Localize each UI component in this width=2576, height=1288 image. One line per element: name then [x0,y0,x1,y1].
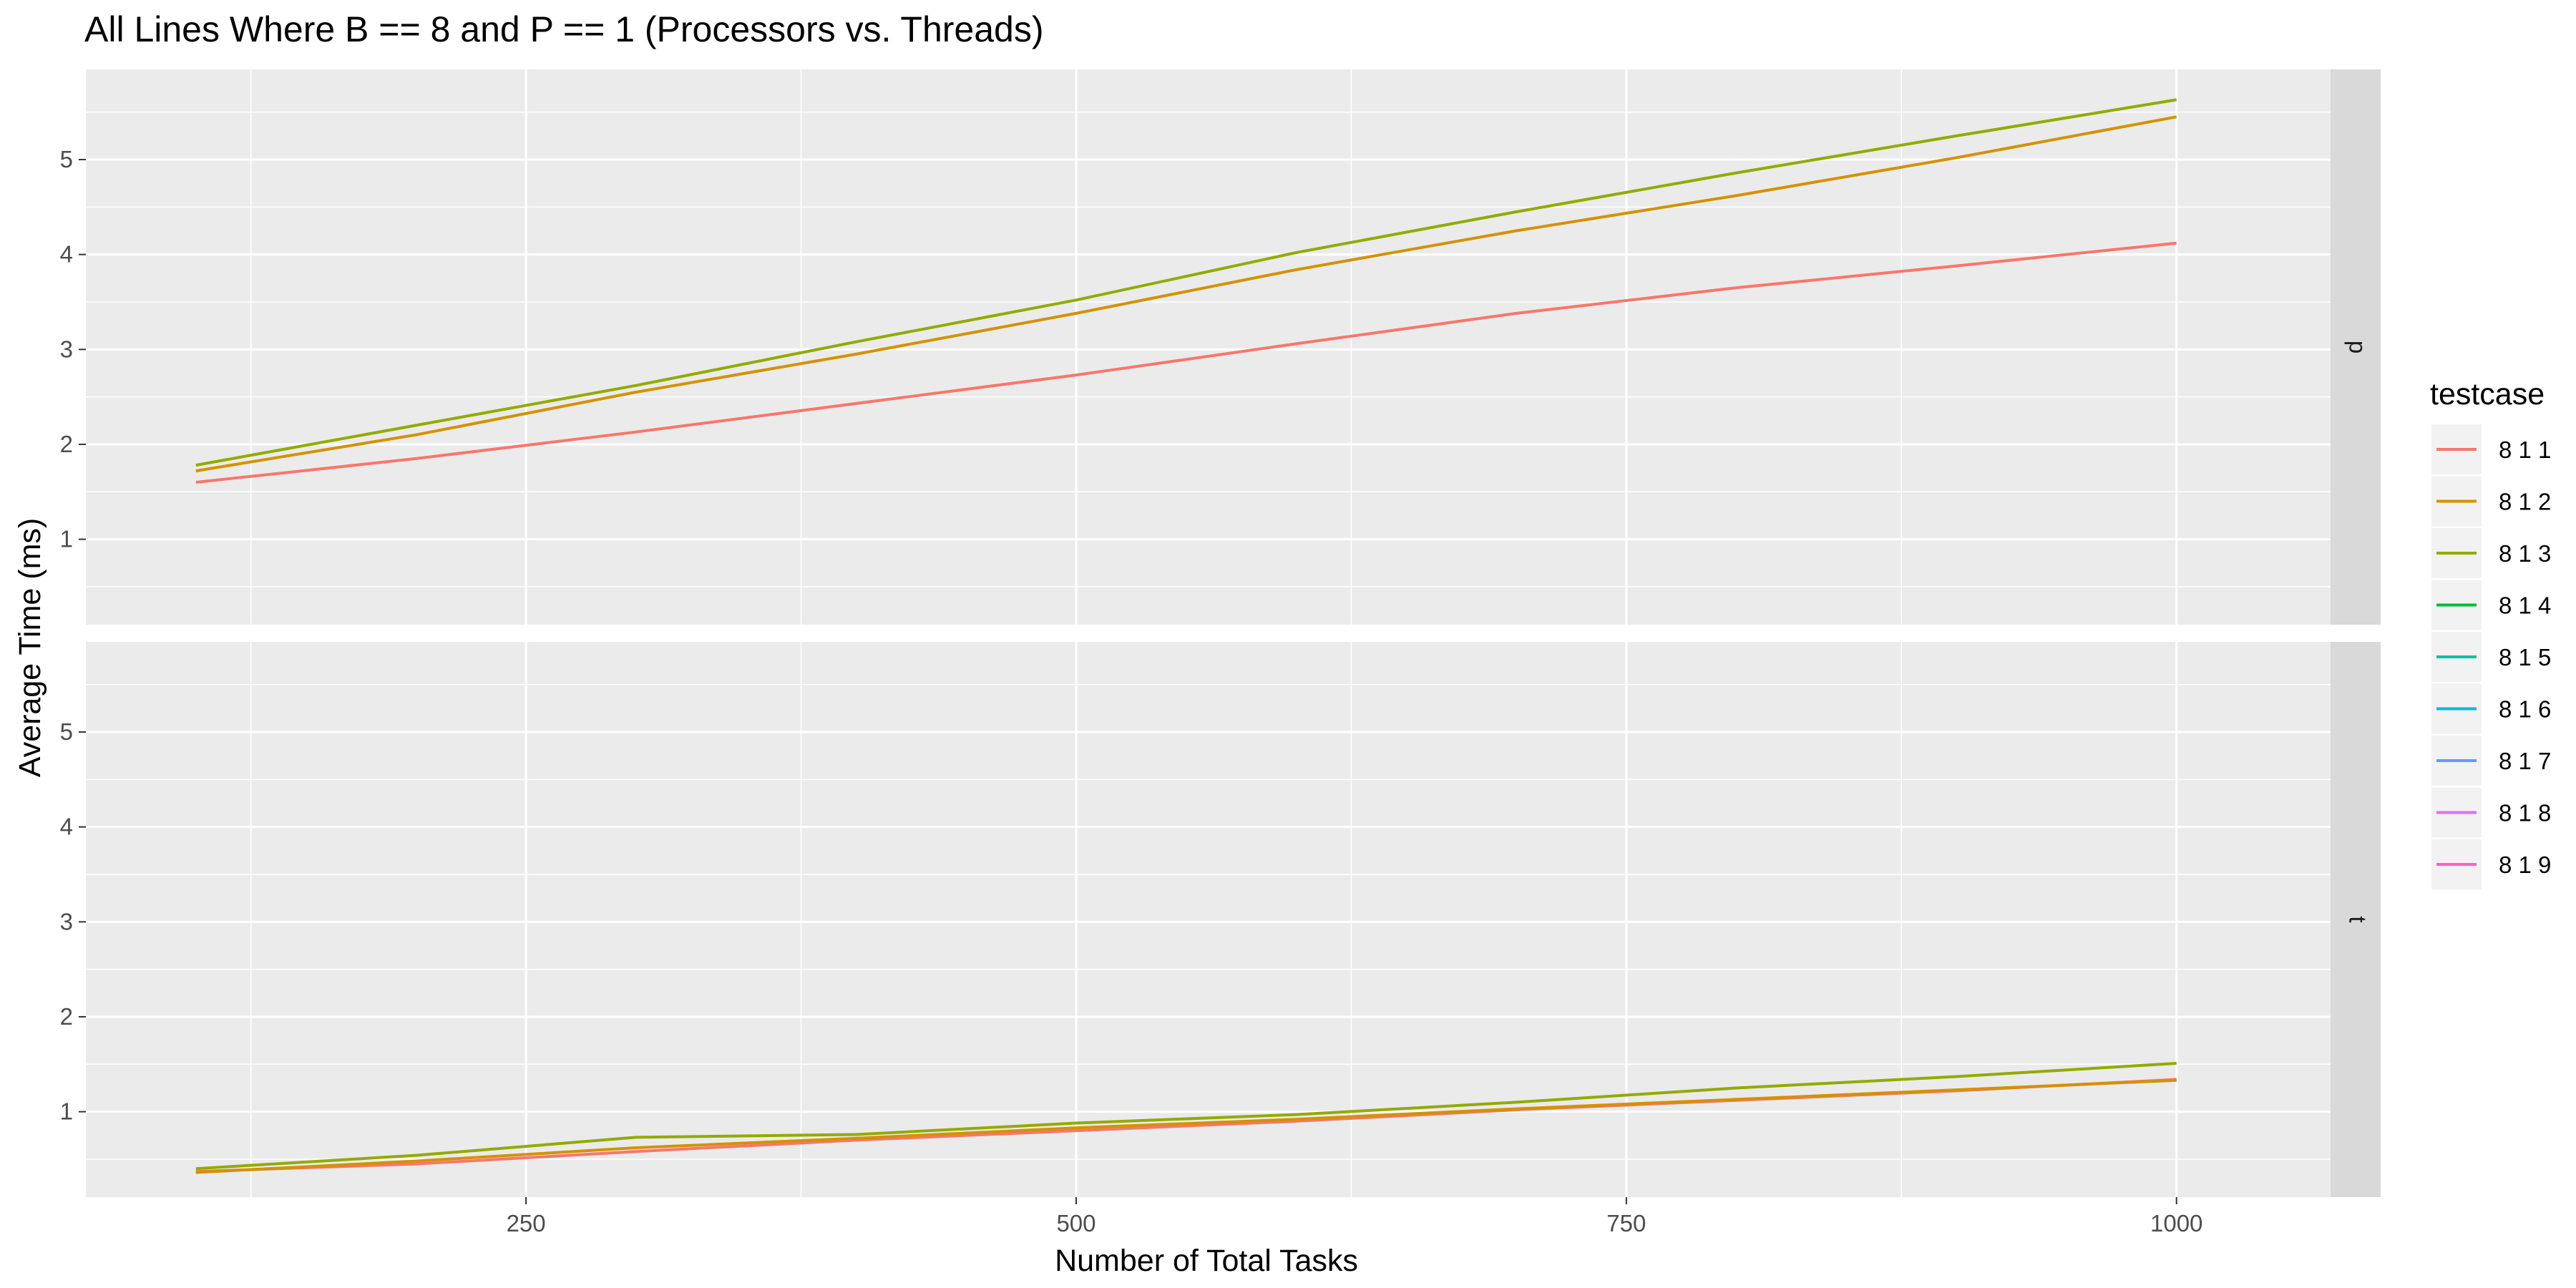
y-tick-label: 2 [60,1003,73,1030]
x-tick-label: 500 [1056,1210,1096,1236]
facet-strip-t [2331,642,2381,1197]
chart-title: All Lines Where B == 8 and P == 1 (Proce… [84,9,1043,49]
series-line-8-1-2-p [195,115,2177,473]
x-tick-label: 250 [507,1210,546,1236]
panel-background [86,642,2331,1197]
legend-label: 8 1 5 [2499,644,2551,670]
panel-background [86,69,2331,625]
legend-label: 8 1 2 [2499,489,2551,515]
y-tick-label: 3 [60,908,73,935]
legend-label: 8 1 9 [2499,852,2551,878]
y-axis-title: Average Time (ms) [13,518,47,777]
legend-item: 8 1 6 [2431,683,2551,734]
facet-strip-label: t [2344,916,2371,922]
x-axis: 250 500 750 1000 [507,1197,2202,1236]
legend-item: 8 1 2 [2431,476,2551,527]
y-tick-label: 3 [60,336,73,362]
legend-item: 8 1 9 [2431,839,2551,889]
y-tick-label: 2 [60,431,73,457]
legend-label: 8 1 8 [2499,800,2551,826]
y-tick-label: 5 [60,718,73,745]
y-tick-label: 4 [60,241,73,268]
facet-panel-t: 1 2 3 4 5 t [60,642,2381,1197]
legend-label: 8 1 4 [2499,592,2551,619]
facet-strip-label: p [2344,341,2371,353]
legend-item: 8 1 8 [2431,787,2551,838]
series-line-8-1-2-t [195,1078,2177,1174]
y-tick-label: 4 [60,814,73,840]
x-tick-label: 1000 [2150,1210,2202,1236]
legend-label: 8 1 1 [2499,436,2551,463]
panels-layer: 1 2 3 4 5 p 1 2 3 4 5 t [60,69,2381,1197]
series-line-8-1-3-p [195,98,2177,467]
y-tick-label: 1 [60,1098,73,1125]
y-tick-label: 1 [60,526,73,552]
legend: testcase 8 1 1 8 1 2 8 1 3 8 1 4 8 1 5 8 1 6 8 … [2430,377,2551,889]
facet-panel-p: 1 2 3 4 5 p [60,69,2381,625]
series-line-8-1-1-p [195,241,2177,484]
series-line-8-1-3-t [195,1062,2177,1171]
legend-item: 8 1 5 [2431,632,2551,682]
legend-label: 8 1 7 [2499,748,2551,774]
legend-title: testcase [2430,377,2545,411]
legend-item: 8 1 4 [2431,580,2551,630]
legend-item: 8 1 3 [2431,528,2551,578]
y-tick-label: 5 [60,146,73,172]
x-axis-title: Number of Total Tasks [1055,1244,1358,1278]
legend-item: 8 1 7 [2431,736,2551,786]
x-tick-label: 750 [1606,1210,1646,1236]
legend-label: 8 1 3 [2499,540,2551,567]
legend-label: 8 1 6 [2499,696,2551,723]
facet-strip-p [2331,69,2381,625]
legend-item: 8 1 1 [2431,424,2551,474]
